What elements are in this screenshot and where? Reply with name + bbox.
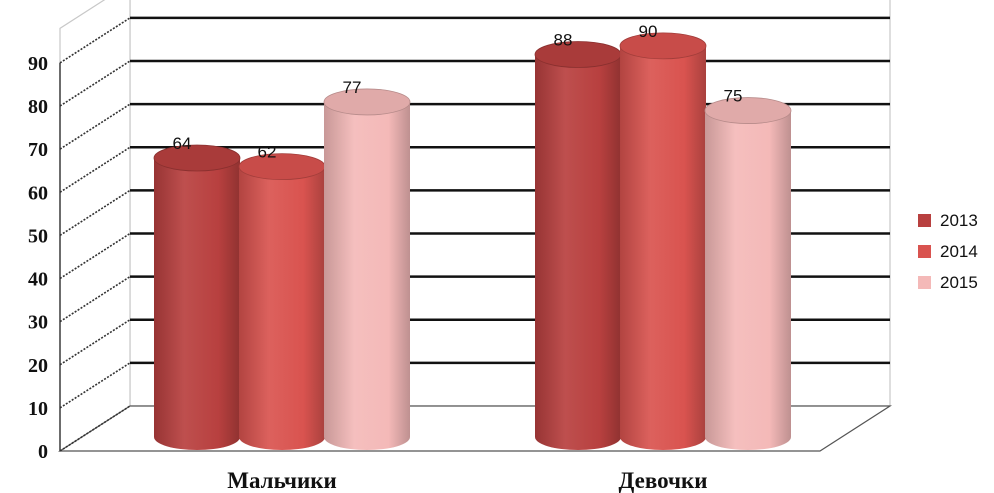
data-label: 88	[554, 31, 573, 50]
category-label: Мальчики	[227, 468, 336, 493]
legend-swatch	[918, 276, 931, 289]
y-tick-label: 70	[28, 139, 48, 161]
data-label: 62	[258, 143, 277, 162]
bar-top	[324, 89, 410, 115]
y-tick-label: 10	[28, 398, 48, 420]
bar-top	[154, 145, 240, 171]
bar-body	[620, 46, 706, 450]
data-label: 77	[343, 78, 362, 97]
x-axis-categories: Мальчики Девочки	[227, 468, 707, 493]
y-tick-label: 20	[28, 355, 48, 377]
y-axis-ticks: 0 10 20 30 40 50 60 70 80 90	[28, 53, 48, 463]
bar-top	[620, 33, 706, 59]
bar-2015-1	[705, 98, 791, 450]
bar-top	[705, 98, 791, 124]
bar-body	[705, 111, 791, 450]
bar-body	[154, 158, 240, 450]
legend: 2013 2014 2015	[918, 211, 978, 292]
bar-top	[239, 154, 325, 180]
legend-label: 2013	[940, 211, 978, 230]
data-label: 64	[173, 134, 192, 153]
bar-2013-1	[535, 42, 621, 451]
y-tick-label: 60	[28, 182, 48, 204]
y-tick-label: 40	[28, 269, 48, 291]
category-label: Девочки	[619, 468, 708, 493]
bar-2014-1	[620, 33, 706, 450]
bar-body	[239, 167, 325, 450]
bar-body	[324, 102, 410, 450]
bar-2013-0	[154, 145, 240, 450]
data-label: 75	[724, 87, 743, 106]
y-tick-label: 90	[28, 53, 48, 75]
legend-swatch	[918, 214, 931, 227]
y-tick-label: 80	[28, 96, 48, 118]
legend-label: 2014	[940, 242, 978, 261]
y-tick-label: 50	[28, 225, 48, 247]
legend-label: 2015	[940, 273, 978, 292]
data-label: 90	[639, 22, 658, 41]
bar-body	[535, 55, 621, 451]
y-tick-label: 0	[38, 441, 48, 463]
bar-2014-0	[239, 154, 325, 450]
bar-2015-0	[324, 89, 410, 450]
bar-top	[535, 42, 621, 68]
y-tick-label: 30	[28, 312, 48, 334]
legend-swatch	[918, 245, 931, 258]
